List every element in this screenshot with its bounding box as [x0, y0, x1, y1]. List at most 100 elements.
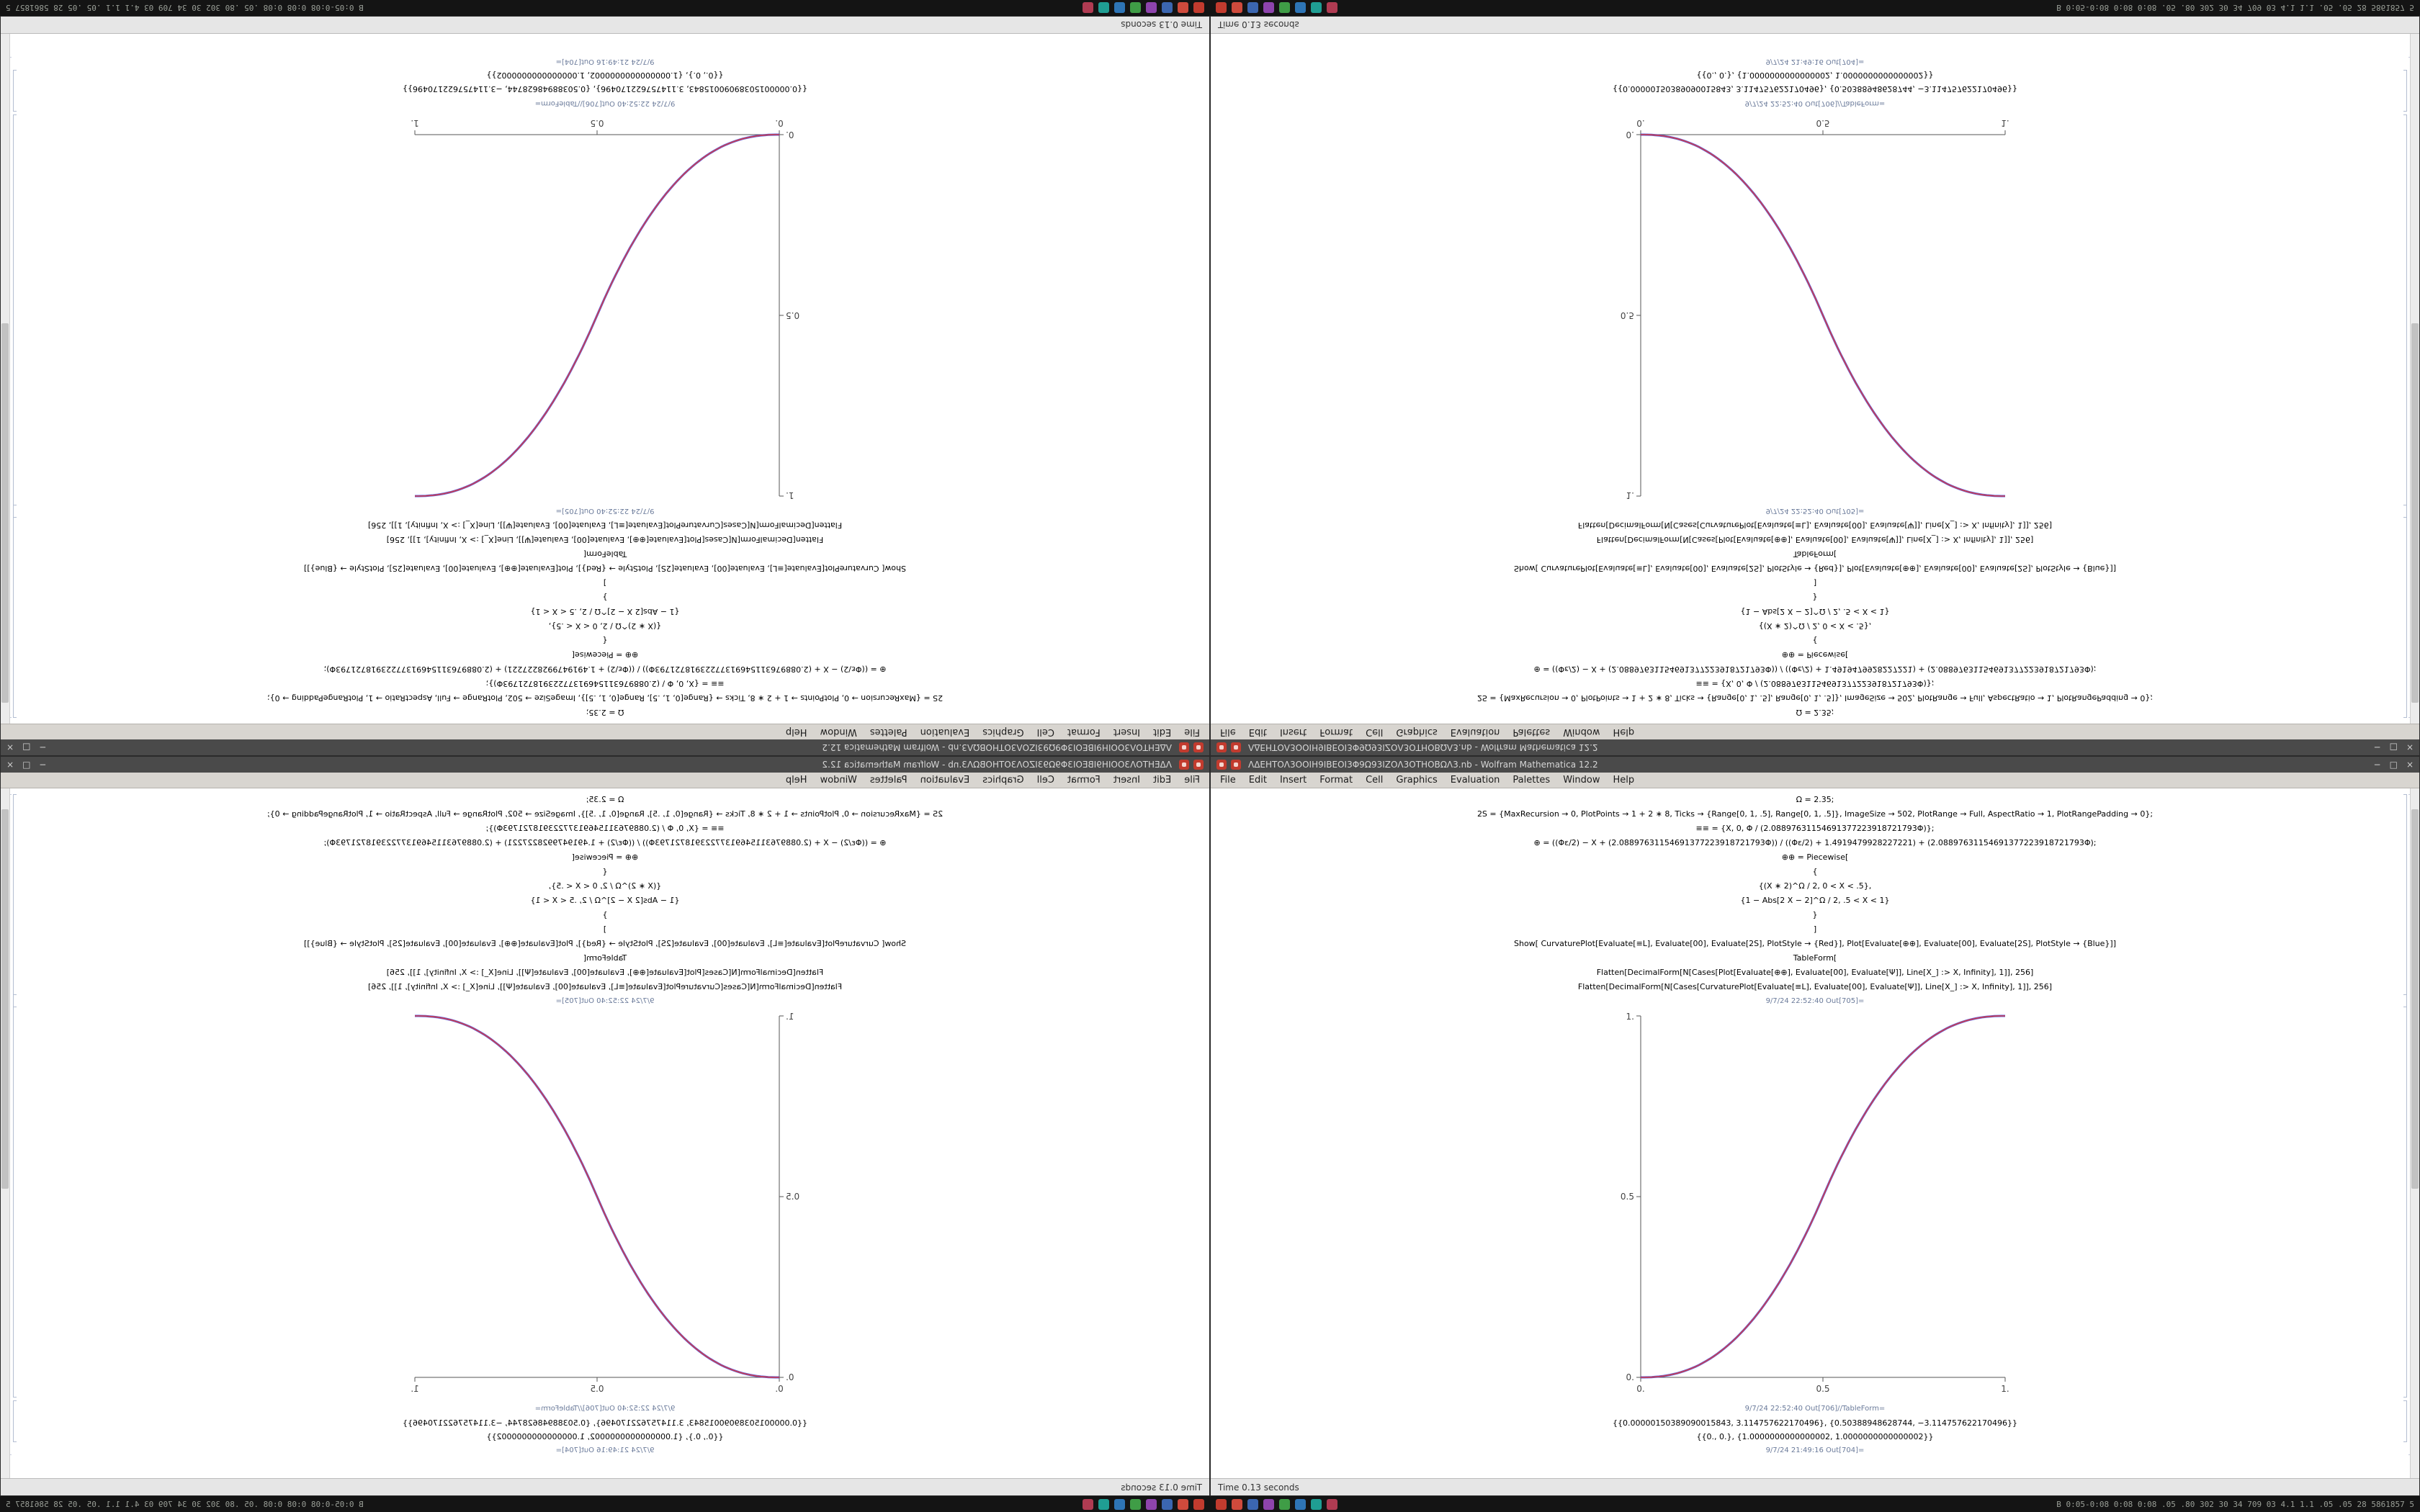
menu-item-palettes[interactable]: Palettes	[869, 775, 908, 786]
input-cell[interactable]: ]	[603, 924, 607, 934]
scrollbar[interactable]	[2410, 788, 2419, 1478]
close-button[interactable]: ×	[6, 760, 14, 770]
input-cell[interactable]: {1 − Abs[2 X − 2]^Ω / 2, .5 < X < 1}	[1740, 896, 1890, 905]
input-cell[interactable]: {	[602, 867, 608, 876]
input-cell[interactable]: {	[1812, 636, 1818, 645]
tray-app-icon[interactable]	[1216, 1498, 1227, 1510]
cell-bracket[interactable]	[13, 994, 17, 1398]
tray-app-icon[interactable]	[1146, 2, 1157, 14]
input-cell[interactable]: 2S = {MaxRecursion → 0, PlotPoints → 1 +…	[1476, 809, 2154, 819]
menu-item-edit[interactable]: Edit	[1248, 775, 1267, 786]
input-cell[interactable]: ≡≡ = {X, 0, Φ / (2.088976311546913772239…	[485, 824, 725, 833]
menu-item-format[interactable]: Format	[1319, 726, 1353, 737]
menu-item-palettes[interactable]: Palettes	[869, 726, 908, 737]
tray-app-icon[interactable]	[1178, 1498, 1188, 1510]
close-button[interactable]: ×	[2406, 760, 2414, 770]
input-cell[interactable]: Show[ CurvaturePlot[Evaluate[≡L], Evalua…	[1513, 939, 2116, 948]
menu-item-file[interactable]: File	[1184, 775, 1200, 786]
tray-app-icon[interactable]	[1098, 1498, 1109, 1510]
input-cell[interactable]: 2S = {MaxRecursion → 0, PlotPoints → 1 +…	[266, 693, 944, 703]
input-cell[interactable]: ]	[1813, 578, 1817, 588]
input-cell[interactable]: {	[1812, 867, 1818, 876]
tray-app-icon[interactable]	[1114, 1498, 1125, 1510]
input-cell[interactable]: Flatten[DecimalForm[N[Cases[Plot[Evaluat…	[1596, 535, 2034, 544]
input-cell[interactable]: ⊕ = ((Φε/2) − X + (2.0889763115469137722…	[323, 838, 887, 847]
menu-item-cell[interactable]: Cell	[1036, 726, 1054, 737]
menu-item-window[interactable]: Window	[1563, 726, 1600, 737]
tray-app-icon[interactable]	[1098, 2, 1109, 14]
input-cell[interactable]: Ω = 2.35;	[1796, 708, 1834, 717]
cell-bracket[interactable]	[2403, 794, 2407, 1007]
output-plot[interactable]: 0. 0.5 1. 0. 0.5 1.	[403, 112, 807, 502]
window-titlebar[interactable]: ΛΔΕΗΤΟΛ3ΟΟΙΗ9ΙΒΕΟΙ3Φ9Ω93ΙΖΟΛ3ΟΤΗΟΒΩΛ3.nb…	[1, 757, 1209, 773]
tray-app-icon[interactable]	[1130, 2, 1141, 14]
input-cell[interactable]: 2S = {MaxRecursion → 0, PlotPoints → 1 +…	[1476, 693, 2154, 703]
menu-item-cell[interactable]: Cell	[1036, 775, 1054, 786]
input-cell[interactable]: Flatten[DecimalForm[N[Cases[Plot[Evaluat…	[386, 535, 824, 544]
tray-app-icon[interactable]	[1083, 1498, 1093, 1510]
tray-app-icon[interactable]	[1232, 2, 1242, 14]
scrollbar-thumb[interactable]	[2411, 323, 2419, 703]
input-cell[interactable]: {	[602, 636, 608, 645]
input-cell[interactable]: TableForm[	[1793, 549, 1837, 559]
menu-item-insert[interactable]: Insert	[1113, 726, 1141, 737]
menu-item-graphics[interactable]: Graphics	[1396, 726, 1438, 737]
input-cell[interactable]: ]	[1813, 924, 1817, 934]
input-cell[interactable]: {1 − Abs[2 X − 2]^Ω / 2, .5 < X < 1}	[530, 896, 680, 905]
input-cell[interactable]: Flatten[DecimalForm[N[Cases[Plot[Evaluat…	[1596, 968, 2034, 977]
cell-bracket[interactable]	[13, 114, 17, 518]
menu-item-graphics[interactable]: Graphics	[1396, 775, 1438, 786]
input-cell[interactable]: ⊕ = ((Φε/2) − X + (2.0889763115469137722…	[323, 665, 887, 674]
scrollbar-thumb[interactable]	[2411, 809, 2419, 1189]
menu-item-evaluation[interactable]: Evaluation	[920, 775, 970, 786]
maximize-button[interactable]: □	[2389, 742, 2398, 752]
menu-item-edit[interactable]: Edit	[1153, 726, 1172, 737]
input-cell[interactable]: {(X ∗ 2)^Ω / 2, 0 < X < .5},	[1758, 621, 1872, 631]
input-cell[interactable]: ⊕⊕ = Piecewise[	[1781, 852, 1849, 862]
menu-item-insert[interactable]: Insert	[1279, 775, 1307, 786]
tray-app-icon[interactable]	[1146, 1498, 1157, 1510]
menu-item-file[interactable]: File	[1184, 726, 1200, 737]
minimize-button[interactable]: −	[2373, 760, 2381, 770]
menu-item-format[interactable]: Format	[1067, 775, 1101, 786]
minimize-button[interactable]: −	[2373, 742, 2381, 752]
output-cell[interactable]: {{0., 0.}, {1.0000000000000002, 1.000000…	[486, 1432, 724, 1441]
menu-item-help[interactable]: Help	[1613, 726, 1635, 737]
tray-app-icon[interactable]	[1193, 2, 1204, 14]
menu-item-window[interactable]: Window	[820, 775, 857, 786]
tray-app-icon[interactable]	[1216, 2, 1227, 14]
cell-bracket[interactable]	[2403, 114, 2407, 518]
maximize-button[interactable]: □	[2389, 760, 2398, 770]
maximize-button[interactable]: □	[22, 760, 31, 770]
cell-bracket[interactable]	[13, 794, 17, 1007]
input-cell[interactable]: {1 − Abs[2 X − 2]^Ω / 2, .5 < X < 1}	[530, 607, 680, 616]
tray-app-icon[interactable]	[1162, 2, 1173, 14]
scrollbar[interactable]	[1, 788, 10, 1478]
output-cell[interactable]: {{0., 0.}, {1.0000000000000002, 1.000000…	[486, 71, 724, 80]
input-cell[interactable]: {(X ∗ 2)^Ω / 2, 0 < X < .5},	[548, 881, 662, 891]
tray-app-icon[interactable]	[1247, 1498, 1258, 1510]
input-cell[interactable]: TableForm[	[1793, 953, 1837, 963]
menu-item-file[interactable]: File	[1220, 775, 1236, 786]
tray-app-icon[interactable]	[1279, 2, 1290, 14]
menu-item-evaluation[interactable]: Evaluation	[920, 726, 970, 737]
menu-item-edit[interactable]: Edit	[1153, 775, 1172, 786]
input-cell[interactable]: ⊕⊕ = Piecewise[	[1781, 650, 1849, 660]
input-cell[interactable]: {1 − Abs[2 X − 2]^Ω / 2, .5 < X < 1}	[1740, 607, 1890, 616]
input-cell[interactable]: ≡≡ = {X, 0, Φ / (2.088976311546913772239…	[1695, 679, 1935, 688]
input-cell[interactable]: TableForm[	[583, 549, 627, 559]
tray-app-icon[interactable]	[1114, 2, 1125, 14]
tray-app-icon[interactable]	[1178, 2, 1188, 14]
menu-item-window[interactable]: Window	[820, 726, 857, 737]
input-cell[interactable]: ≡≡ = {X, 0, Φ / (2.088976311546913772239…	[485, 679, 725, 688]
tray-app-icon[interactable]	[1247, 2, 1258, 14]
window-titlebar[interactable]: ΛΔΕΗΤΟΛ3ΟΟΙΗ9ΙΒΕΟΙ3Φ9Ω93ΙΖΟΛ3ΟΤΗΟΒΩΛ3.nb…	[1, 739, 1209, 755]
output-cell[interactable]: {{0.00000150389090015843, 3.114757622170…	[1612, 84, 2018, 94]
close-button[interactable]: ×	[2406, 742, 2414, 752]
input-cell[interactable]: Show[ CurvaturePlot[Evaluate[≡L], Evalua…	[1513, 564, 2116, 573]
output-cell[interactable]: {{0.00000150389090015843, 3.114757622170…	[402, 84, 808, 94]
input-cell[interactable]: ⊕⊕ = Piecewise[	[571, 650, 639, 660]
menu-item-file[interactable]: File	[1220, 726, 1236, 737]
tray-app-icon[interactable]	[1162, 1498, 1173, 1510]
menu-item-palettes[interactable]: Palettes	[1512, 726, 1551, 737]
